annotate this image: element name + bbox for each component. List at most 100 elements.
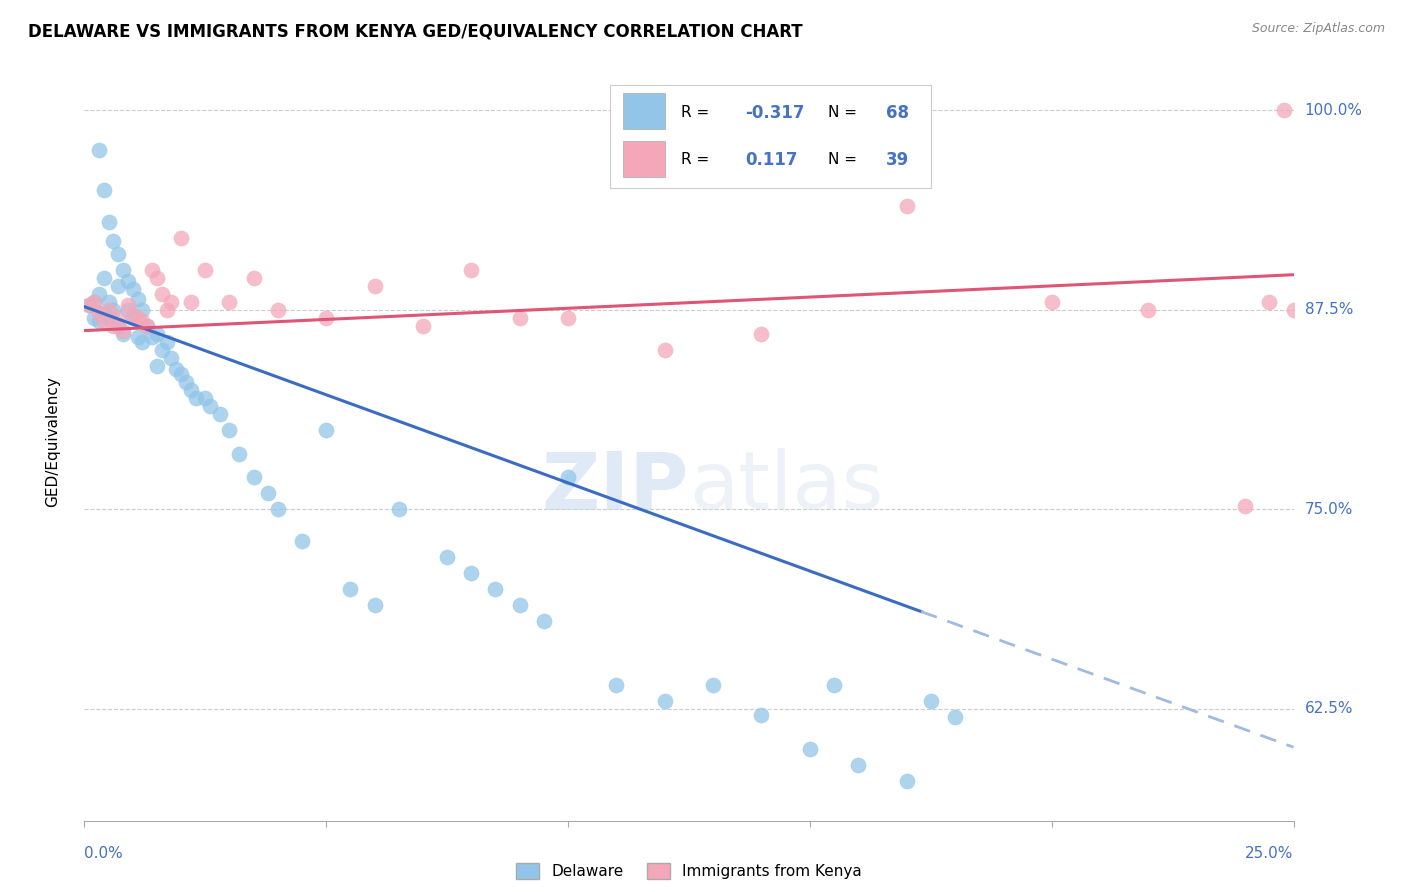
Y-axis label: GED/Equivalency: GED/Equivalency [45,376,60,507]
Point [484,582,506,597]
Point [127,330,149,344]
Point [112,263,135,277]
Point [121,310,143,325]
Point [702,678,724,692]
Point [141,330,163,344]
Point [97,302,120,317]
Point [363,598,385,612]
Point [460,263,482,277]
Point [146,359,169,373]
Point [509,598,531,612]
Point [136,318,159,333]
Point [87,286,110,301]
Point [208,407,231,421]
Point [363,279,385,293]
Point [557,470,579,484]
Text: 100.0%: 100.0% [1305,103,1362,118]
Point [83,294,105,309]
Point [87,143,110,157]
Point [165,362,187,376]
Point [896,773,918,788]
Point [1282,302,1305,317]
Text: DELAWARE VS IMMIGRANTS FROM KENYA GED/EQUIVALENCY CORRELATION CHART: DELAWARE VS IMMIGRANTS FROM KENYA GED/EQ… [28,22,803,40]
Point [117,302,139,317]
Point [107,247,129,261]
Point [218,294,240,309]
Point [131,314,153,328]
Point [315,310,337,325]
Text: Source: ZipAtlas.com: Source: ZipAtlas.com [1251,22,1385,36]
Point [533,614,555,628]
Point [823,678,845,692]
Point [896,199,918,213]
Point [605,678,627,692]
Point [93,306,115,320]
Point [107,310,129,325]
Point [180,383,202,397]
Point [1272,103,1295,118]
Point [87,314,110,328]
Point [846,757,869,772]
Point [267,302,290,317]
Point [654,343,676,357]
Text: atlas: atlas [689,448,883,526]
Point [131,334,153,349]
Point [77,298,100,312]
Point [97,215,120,229]
Point [93,314,115,328]
Point [107,318,129,333]
Point [170,367,193,381]
Point [557,310,579,325]
Point [1234,499,1257,513]
Point [509,310,531,325]
Point [184,391,207,405]
Point [194,391,217,405]
Point [242,470,264,484]
Point [218,423,240,437]
Text: 0.0%: 0.0% [84,846,124,861]
Point [339,582,361,597]
Point [121,282,143,296]
Point [751,326,773,341]
Text: 75.0%: 75.0% [1305,502,1353,516]
Point [412,318,434,333]
Point [315,423,337,437]
Point [131,302,153,317]
Point [155,302,177,317]
Point [436,550,458,565]
Point [170,231,193,245]
Point [97,294,120,309]
Point [83,294,105,309]
Point [107,279,129,293]
Point [127,292,149,306]
Point [198,399,221,413]
Point [103,234,125,248]
Point [93,183,115,197]
Point [146,271,169,285]
Point [136,318,159,333]
Point [83,310,105,325]
Point [1258,294,1281,309]
Point [112,326,135,341]
Point [97,310,120,325]
Point [1137,302,1160,317]
Point [77,298,100,312]
Point [117,274,139,288]
Point [150,286,173,301]
Point [242,271,264,285]
Point [103,318,125,333]
Point [751,708,773,723]
Point [257,486,280,500]
Point [460,566,482,581]
Legend: Delaware, Immigrants from Kenya: Delaware, Immigrants from Kenya [510,857,868,885]
Text: 87.5%: 87.5% [1305,302,1353,318]
Point [160,351,183,365]
Point [920,694,942,708]
Point [160,294,183,309]
Point [155,334,177,349]
Point [180,294,202,309]
Point [121,308,143,322]
Point [146,326,169,341]
Point [103,302,125,317]
Point [117,298,139,312]
